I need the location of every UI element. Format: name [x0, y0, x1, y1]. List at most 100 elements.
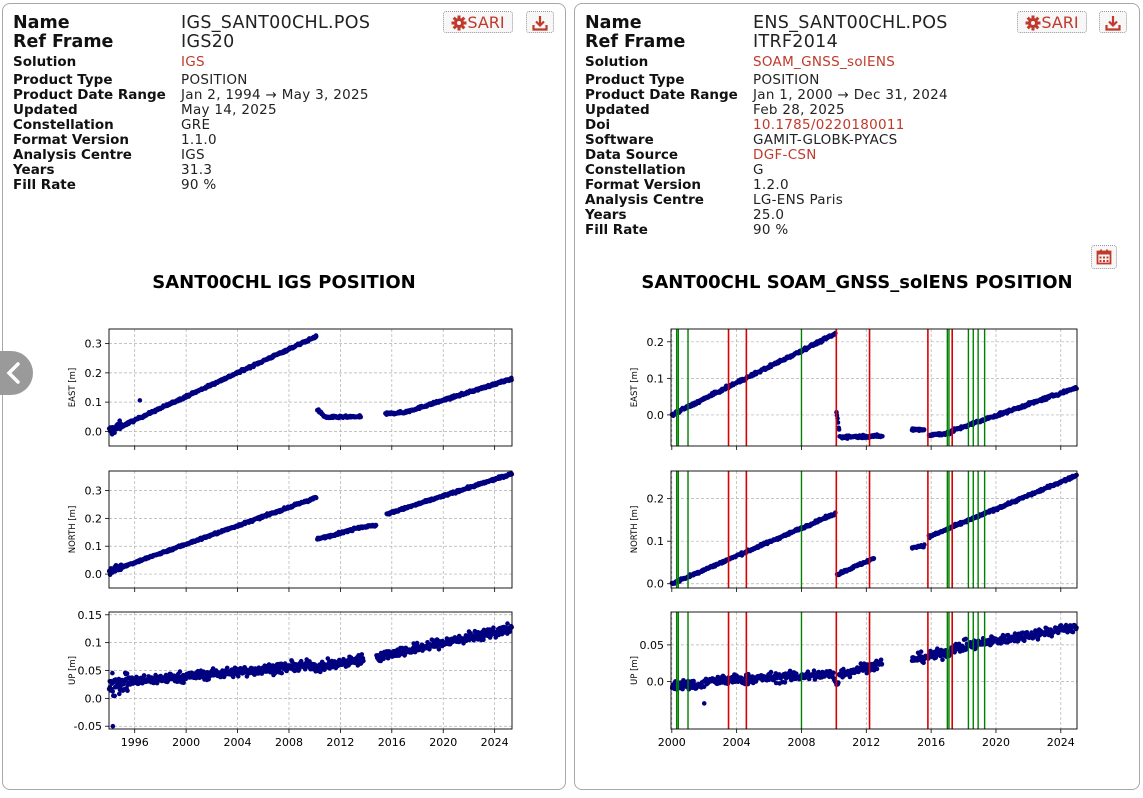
field-label: Years	[585, 207, 627, 223]
data-point	[110, 689, 115, 694]
name-value: IGS_SANT00CHL.POS	[181, 13, 371, 33]
data-point	[110, 670, 115, 676]
y-axis-label: EAST [m]	[68, 368, 78, 407]
field-link[interactable]: DGF-CSN	[753, 147, 817, 163]
data-point	[880, 434, 885, 439]
data-point	[124, 671, 130, 676]
data-point	[112, 430, 117, 436]
y-tick-label: 0.15	[78, 609, 103, 622]
data-point	[177, 669, 183, 674]
field-value: 1.2.0	[753, 177, 789, 193]
solution-label: Solution	[585, 54, 649, 70]
field-label: Doi	[585, 117, 611, 133]
field-value: Feb 28, 2025	[753, 102, 845, 118]
solution-link[interactable]: IGS	[181, 54, 205, 70]
y-axis-label: EAST [m]	[630, 368, 640, 407]
field-value: 90 %	[753, 222, 789, 238]
chart-title: SANT00CHL SOAM_GNSS_solENS POSITION	[641, 272, 1073, 293]
field-value: POSITION	[753, 72, 820, 88]
field-label: Format Version	[13, 132, 130, 148]
x-tick-label: 2012	[326, 736, 354, 749]
data-points	[106, 621, 514, 699]
field-value: GAMIT-GLOBK-PYACS	[753, 132, 898, 148]
field-value: G	[753, 162, 764, 178]
x-tick-label: 2008	[787, 736, 815, 749]
name-label: Name	[13, 13, 70, 33]
y-tick-label: 0.0	[647, 409, 665, 422]
field-value: GRE	[181, 117, 211, 133]
data-point	[505, 621, 510, 626]
product-card-igs: Name IGS_SANT00CHL.POS Ref Frame IGS20 S…	[2, 3, 566, 790]
field-label: Format Version	[585, 177, 702, 193]
y-tick-label: 0.0	[647, 578, 665, 591]
data-point	[507, 629, 512, 634]
sari-button[interactable]: SARI	[443, 11, 513, 33]
field-value: May 14, 2025	[181, 102, 277, 118]
data-point	[313, 495, 319, 501]
download-button[interactable]	[526, 11, 554, 33]
axes-frame	[670, 470, 1078, 589]
sari-button[interactable]: SARI	[1017, 11, 1087, 33]
y-axis-label: NORTH [m]	[630, 506, 640, 554]
calendar-icon	[1096, 249, 1112, 265]
gear-icon	[451, 15, 467, 31]
download-button[interactable]	[1099, 11, 1127, 33]
data-points	[669, 472, 1079, 587]
y-tick-label: 0.0	[85, 425, 103, 438]
data-point	[110, 723, 116, 729]
ref-frame-value: ITRF2014	[753, 32, 839, 52]
data-point	[361, 658, 366, 664]
y-tick-label: 0.1	[647, 535, 665, 548]
field-value: LG-ENS Paris	[753, 192, 844, 208]
data-point	[811, 668, 817, 673]
y-tick-label: 0.1	[85, 637, 103, 650]
y-axis-label: UP [m]	[630, 656, 640, 685]
download-icon	[1105, 16, 1121, 31]
sari-label: SARI	[467, 13, 505, 32]
data-points	[669, 330, 1079, 441]
data-point	[922, 542, 927, 547]
data-point	[874, 666, 880, 672]
sari-label: SARI	[1041, 13, 1079, 32]
y-tick-label: -0.05	[74, 720, 102, 733]
solution-link[interactable]: SOAM_GNSS_solENS	[753, 54, 896, 70]
field-label: Fill Rate	[13, 177, 76, 193]
data-point	[358, 414, 364, 420]
y-tick-label: 0.3	[85, 485, 103, 498]
y-tick-label: 0.05	[78, 665, 103, 678]
field-label: Product Date Range	[13, 87, 166, 103]
y-tick-label: 0.0	[85, 568, 103, 581]
y-tick-label: 0.1	[647, 372, 665, 385]
data-point	[918, 649, 924, 654]
y-axis-label: NORTH [m]	[68, 506, 78, 554]
data-point	[141, 673, 147, 678]
x-tick-label: 2008	[275, 736, 303, 749]
data-point	[125, 688, 130, 693]
ref-frame-value: IGS20	[181, 32, 235, 52]
data-points	[106, 471, 515, 577]
field-label: Updated	[585, 102, 650, 118]
field-link[interactable]: 10.1785/0220180011	[753, 117, 905, 133]
data-point	[244, 674, 250, 679]
axes-frame	[108, 328, 513, 447]
field-label: Constellation	[585, 162, 686, 178]
data-point	[878, 657, 884, 663]
field-label: Constellation	[13, 117, 114, 133]
data-point	[491, 625, 496, 630]
name-label: Name	[585, 13, 642, 33]
y-tick-label: 0.0	[647, 675, 665, 688]
x-tick-label: 2012	[852, 736, 880, 749]
data-point	[359, 652, 365, 657]
data-point	[313, 334, 319, 339]
y-tick-label: 0.3	[85, 338, 103, 351]
data-point	[236, 674, 241, 679]
calendar-button[interactable]	[1091, 245, 1117, 269]
y-axis-label: UP [m]	[68, 656, 78, 685]
x-tick-label: 1996	[121, 736, 149, 749]
data-point	[921, 427, 927, 432]
field-value: Jan 2, 1994 → May 3, 2025	[181, 87, 369, 103]
